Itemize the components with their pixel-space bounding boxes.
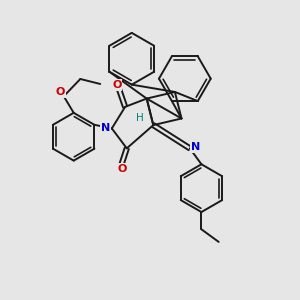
Text: O: O bbox=[56, 87, 65, 97]
Text: O: O bbox=[118, 164, 127, 174]
Text: H: H bbox=[136, 113, 143, 123]
Text: O: O bbox=[112, 80, 122, 90]
Text: N: N bbox=[191, 142, 200, 152]
Text: N: N bbox=[101, 123, 110, 134]
